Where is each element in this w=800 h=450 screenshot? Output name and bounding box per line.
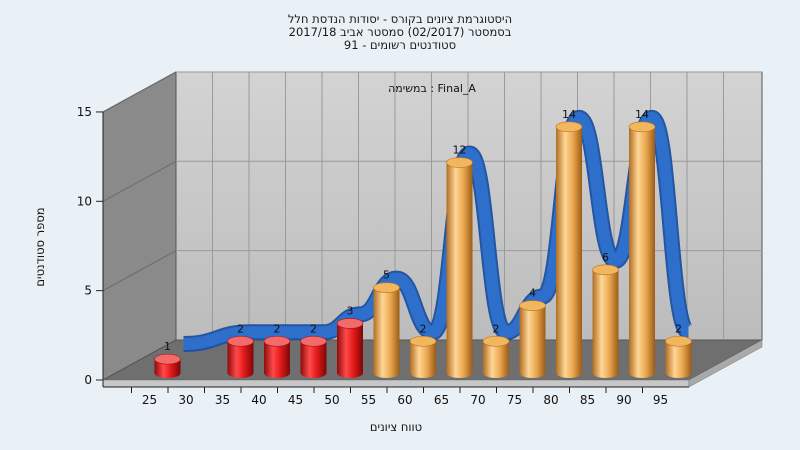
- histogram-bar: 4: [519, 287, 546, 378]
- bar-top: [665, 335, 692, 347]
- histogram-bar: 5: [373, 269, 400, 378]
- bar-value-label: 3: [347, 304, 354, 317]
- bar-body: [373, 287, 400, 378]
- y-tick-label: 15: [77, 105, 92, 119]
- bar-value-label: 2: [274, 322, 281, 335]
- bar-top: [409, 335, 437, 347]
- bar-body: [227, 341, 254, 378]
- histogram-bar: 3: [336, 304, 364, 378]
- bar-top: [373, 282, 400, 293]
- bar-body: [154, 359, 181, 378]
- histogram-bar: 2: [300, 322, 327, 378]
- histogram-bar: 1: [154, 340, 181, 378]
- chart-annotation: במשימה : Final_A: [388, 82, 476, 95]
- bar-value-label: 4: [529, 287, 536, 300]
- bar-top: [154, 353, 181, 365]
- bar-top: [519, 300, 546, 311]
- chart-title-line-1: היסטוגרמת ציונים בקורס - יסודות הנדסת חל…: [287, 12, 513, 26]
- bar-value-label: 2: [237, 322, 244, 335]
- bar-value-label: 5: [383, 269, 390, 282]
- histogram-bar: 14: [555, 108, 583, 378]
- bar-top: [592, 264, 619, 276]
- bar-body: [410, 341, 436, 378]
- histogram-bar: 6: [592, 251, 619, 378]
- bar-top: [227, 335, 254, 347]
- side-wall: [102, 71, 177, 381]
- x-tick-label: 35: [215, 393, 230, 407]
- bar-top: [446, 157, 473, 168]
- bar-value-label: 2: [310, 322, 317, 335]
- bar-value-label: 2: [493, 322, 500, 335]
- x-tick-label: 95: [653, 393, 668, 407]
- x-tick-label: 40: [251, 393, 266, 407]
- floor-right-edge: [688, 339, 763, 388]
- bar-body: [556, 126, 582, 378]
- bar-body: [665, 341, 692, 378]
- chart-title-line-2: בסמסטר (02/2017) סמסטר אביב 2017/18: [288, 25, 512, 39]
- histogram-bar: 12: [446, 144, 473, 378]
- bar-body: [483, 341, 509, 378]
- x-tick-label: 85: [580, 393, 595, 407]
- bar-body: [629, 126, 655, 378]
- x-tick-label: 60: [397, 393, 412, 407]
- x-tick-label: 65: [434, 393, 449, 407]
- bar-top: [482, 335, 510, 347]
- grid-line-side: [102, 160, 177, 202]
- x-tick-label: 90: [616, 393, 631, 407]
- bar-value-label: 2: [420, 322, 427, 335]
- bar-top: [336, 318, 364, 329]
- histogram-bar: 2: [665, 322, 692, 378]
- y-tick-label: 0: [84, 373, 92, 387]
- bar-value-label: 14: [635, 108, 649, 121]
- bar-value-label: 6: [602, 251, 609, 264]
- y-tick-label: 10: [77, 194, 92, 208]
- y-axis-label: מספר סטודנטים: [33, 207, 47, 286]
- x-tick-label: 25: [142, 393, 157, 407]
- histogram-bar: 14: [628, 108, 656, 378]
- bar-body: [592, 269, 619, 378]
- histogram-bar: 2: [482, 322, 510, 378]
- curve-ribbon: [183, 111, 693, 350]
- x-tick-label: 30: [178, 393, 193, 407]
- bar-body: [264, 341, 290, 378]
- x-tick-label: 55: [361, 393, 376, 407]
- bar-top: [263, 335, 291, 347]
- histogram-bar: 2: [227, 322, 254, 378]
- bar-top: [300, 335, 327, 347]
- x-tick-label: 80: [543, 393, 558, 407]
- grid-line-side: [102, 71, 177, 113]
- bar-body: [519, 305, 546, 378]
- bar-body: [446, 162, 473, 378]
- distribution-curve: [183, 109, 694, 352]
- bar-value-label: 1: [164, 340, 171, 353]
- histogram-bar: 2: [263, 322, 291, 378]
- x-tick-label: 70: [470, 393, 485, 407]
- x-tick-label: 75: [507, 393, 522, 407]
- x-axis-label: טווח ציונים: [370, 420, 422, 434]
- histogram-bar: 2: [409, 322, 437, 378]
- bar-value-label: 12: [453, 144, 467, 157]
- x-tick-label: 50: [324, 393, 339, 407]
- bar-top: [628, 121, 656, 133]
- chart-title-line-3: סטודנטים רשומים - 91: [343, 38, 457, 52]
- x-tick-label: 45: [288, 393, 303, 407]
- bar-body: [337, 323, 363, 378]
- grid-line-side: [102, 250, 177, 292]
- y-tick-label: 5: [84, 284, 92, 298]
- bar-top: [555, 121, 583, 133]
- bar-value-label: 14: [562, 108, 576, 121]
- bar-body: [300, 341, 327, 378]
- floor-front-edge: [102, 379, 690, 388]
- bar-value-label: 2: [675, 322, 682, 335]
